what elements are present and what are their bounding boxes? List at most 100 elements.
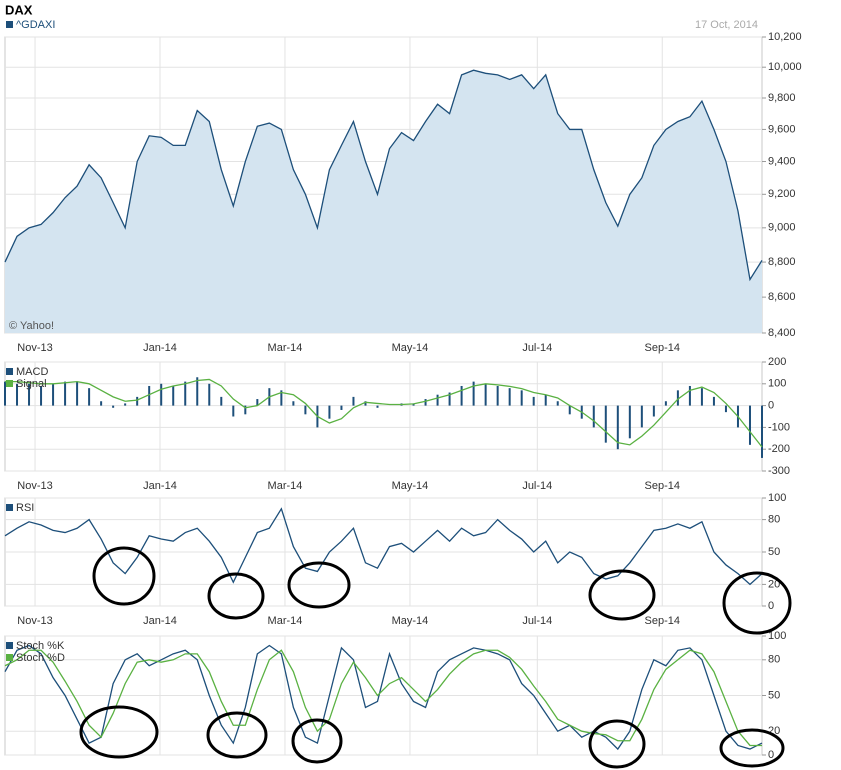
line bbox=[5, 378, 763, 448]
y-tick-label: 10,200 bbox=[768, 31, 802, 43]
x-tick-label: Sep-14 bbox=[645, 342, 680, 354]
bar bbox=[496, 385, 499, 406]
bar bbox=[136, 396, 139, 406]
annotation-ring bbox=[719, 728, 785, 768]
x-tick-label: May-14 bbox=[392, 342, 429, 354]
y-tick-label: 9,400 bbox=[768, 155, 796, 167]
x-tick-label: May-14 bbox=[392, 615, 429, 627]
legend-swatch bbox=[6, 654, 13, 661]
line bbox=[4, 69, 763, 282]
plot-frame bbox=[4, 361, 763, 472]
bar bbox=[340, 405, 343, 410]
chart-title: DAX bbox=[5, 2, 33, 17]
bar bbox=[508, 388, 511, 406]
bar bbox=[676, 390, 679, 406]
y-tick-label: 50 bbox=[768, 546, 780, 558]
bar bbox=[544, 394, 547, 406]
annotation-ring bbox=[588, 719, 646, 769]
x-tick-label: Nov-13 bbox=[17, 342, 52, 354]
y-tick-label: -100 bbox=[768, 421, 790, 433]
bar bbox=[52, 383, 55, 406]
legend-label: ^GDAXI bbox=[16, 19, 55, 31]
bar bbox=[40, 385, 43, 406]
line bbox=[4, 507, 763, 586]
bar bbox=[376, 405, 379, 408]
x-tick-label: Jul-14 bbox=[522, 615, 552, 627]
annotations bbox=[79, 546, 792, 769]
bar bbox=[556, 401, 559, 406]
annotation-ring bbox=[79, 705, 159, 759]
bar bbox=[100, 401, 103, 406]
bar bbox=[184, 381, 187, 406]
legend-swatch bbox=[6, 642, 13, 649]
bar bbox=[460, 385, 463, 406]
bar bbox=[724, 405, 727, 413]
bar bbox=[748, 405, 751, 445]
bar bbox=[616, 405, 619, 450]
bar bbox=[712, 396, 715, 406]
y-tick-label: 9,800 bbox=[768, 92, 796, 104]
bar bbox=[364, 401, 367, 406]
bar bbox=[412, 403, 415, 406]
y-tick-label: 100 bbox=[768, 630, 786, 642]
bar bbox=[688, 385, 691, 406]
bar bbox=[652, 405, 655, 417]
legend-label: MACD bbox=[16, 366, 48, 378]
y-tick-label: 8,800 bbox=[768, 256, 796, 268]
legend-label: Stoch %K bbox=[16, 640, 65, 652]
y-tick-label: 0 bbox=[768, 600, 774, 612]
annotation-ring bbox=[291, 718, 343, 764]
bar bbox=[700, 388, 703, 406]
legend-swatch bbox=[6, 504, 13, 511]
bar bbox=[148, 385, 151, 406]
x-tick-label: Sep-14 bbox=[645, 615, 680, 627]
bar bbox=[256, 399, 259, 406]
annotation-ring bbox=[722, 571, 792, 635]
x-tick-label: Jan-14 bbox=[143, 342, 177, 354]
bar bbox=[352, 396, 355, 406]
y-tick-label: 9,000 bbox=[768, 222, 796, 234]
y-tick-label: -200 bbox=[768, 443, 790, 455]
legend-label: RSI bbox=[16, 502, 34, 514]
x-tick-label: Jul-14 bbox=[522, 342, 552, 354]
bar bbox=[172, 385, 175, 406]
line bbox=[4, 644, 763, 751]
y-tick-label: 100 bbox=[768, 492, 786, 504]
y-tick-label: 100 bbox=[768, 378, 786, 390]
bar bbox=[4, 381, 6, 406]
legend-swatch bbox=[6, 368, 13, 375]
bar bbox=[124, 403, 127, 406]
bar bbox=[64, 381, 67, 406]
y-tick-label: 80 bbox=[768, 514, 780, 526]
y-tick-label: 8,600 bbox=[768, 291, 796, 303]
y-tick-label: 10,000 bbox=[768, 61, 802, 73]
bar bbox=[424, 399, 427, 406]
y-tick-label: 50 bbox=[768, 689, 780, 701]
bar bbox=[664, 401, 667, 406]
x-tick-label: Jan-14 bbox=[143, 615, 177, 627]
bar bbox=[88, 388, 91, 406]
date-label: 17 Oct, 2014 bbox=[695, 19, 758, 31]
y-tick-label: 20 bbox=[768, 578, 780, 590]
bar bbox=[16, 383, 19, 406]
bar bbox=[484, 383, 487, 406]
bar bbox=[208, 383, 211, 406]
bar bbox=[448, 392, 451, 406]
bar bbox=[640, 405, 643, 428]
bar bbox=[280, 390, 283, 406]
bar bbox=[436, 394, 439, 406]
legend-label: Signal bbox=[16, 378, 47, 390]
x-tick-label: Jul-14 bbox=[522, 480, 552, 492]
bar bbox=[604, 405, 607, 443]
bar bbox=[244, 405, 247, 415]
plots: 10,200 10,000 9,800 9,600 9,400 9,200 9,000 8,8… bbox=[4, 19, 802, 761]
bar bbox=[532, 396, 535, 406]
bar bbox=[472, 381, 475, 406]
credit: © Yahoo! bbox=[9, 320, 54, 332]
bar bbox=[568, 405, 571, 415]
bar bbox=[232, 405, 235, 417]
line bbox=[4, 649, 762, 747]
bar bbox=[160, 383, 163, 406]
area bbox=[5, 70, 762, 333]
bar bbox=[520, 390, 523, 406]
